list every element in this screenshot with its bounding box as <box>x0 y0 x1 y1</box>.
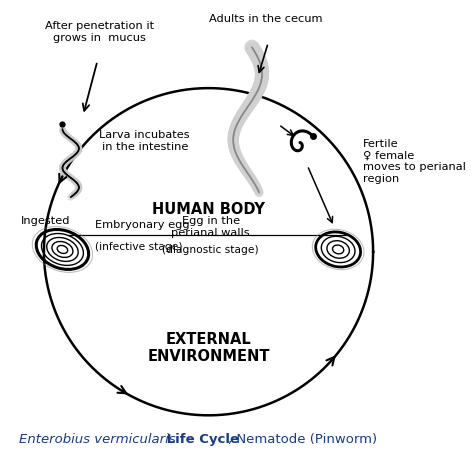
Text: EXTERNAL
ENVIRONMENT: EXTERNAL ENVIRONMENT <box>147 331 270 364</box>
Text: Enterobius vermicularis: Enterobius vermicularis <box>19 432 176 446</box>
Text: (infective stage): (infective stage) <box>95 242 183 252</box>
Text: Life Cycle: Life Cycle <box>163 432 239 446</box>
Text: , Nematode (Pinworm): , Nematode (Pinworm) <box>228 432 377 446</box>
Text: Embryonary egg: Embryonary egg <box>95 220 190 230</box>
Text: Larva incubates
in the intestine: Larva incubates in the intestine <box>100 130 190 151</box>
Text: Fertile
♀ female
moves to perianal
region: Fertile ♀ female moves to perianal regio… <box>363 139 465 184</box>
Text: Egg in the
perianal walls: Egg in the perianal walls <box>171 216 250 237</box>
Text: Ingested: Ingested <box>21 215 71 225</box>
Text: (diagnostic stage): (diagnostic stage) <box>162 244 259 254</box>
Text: HUMAN BODY: HUMAN BODY <box>152 202 265 217</box>
Text: Adults in the cecum: Adults in the cecum <box>210 14 323 24</box>
Text: After penetration it
grows in  mucus: After penetration it grows in mucus <box>45 21 154 43</box>
